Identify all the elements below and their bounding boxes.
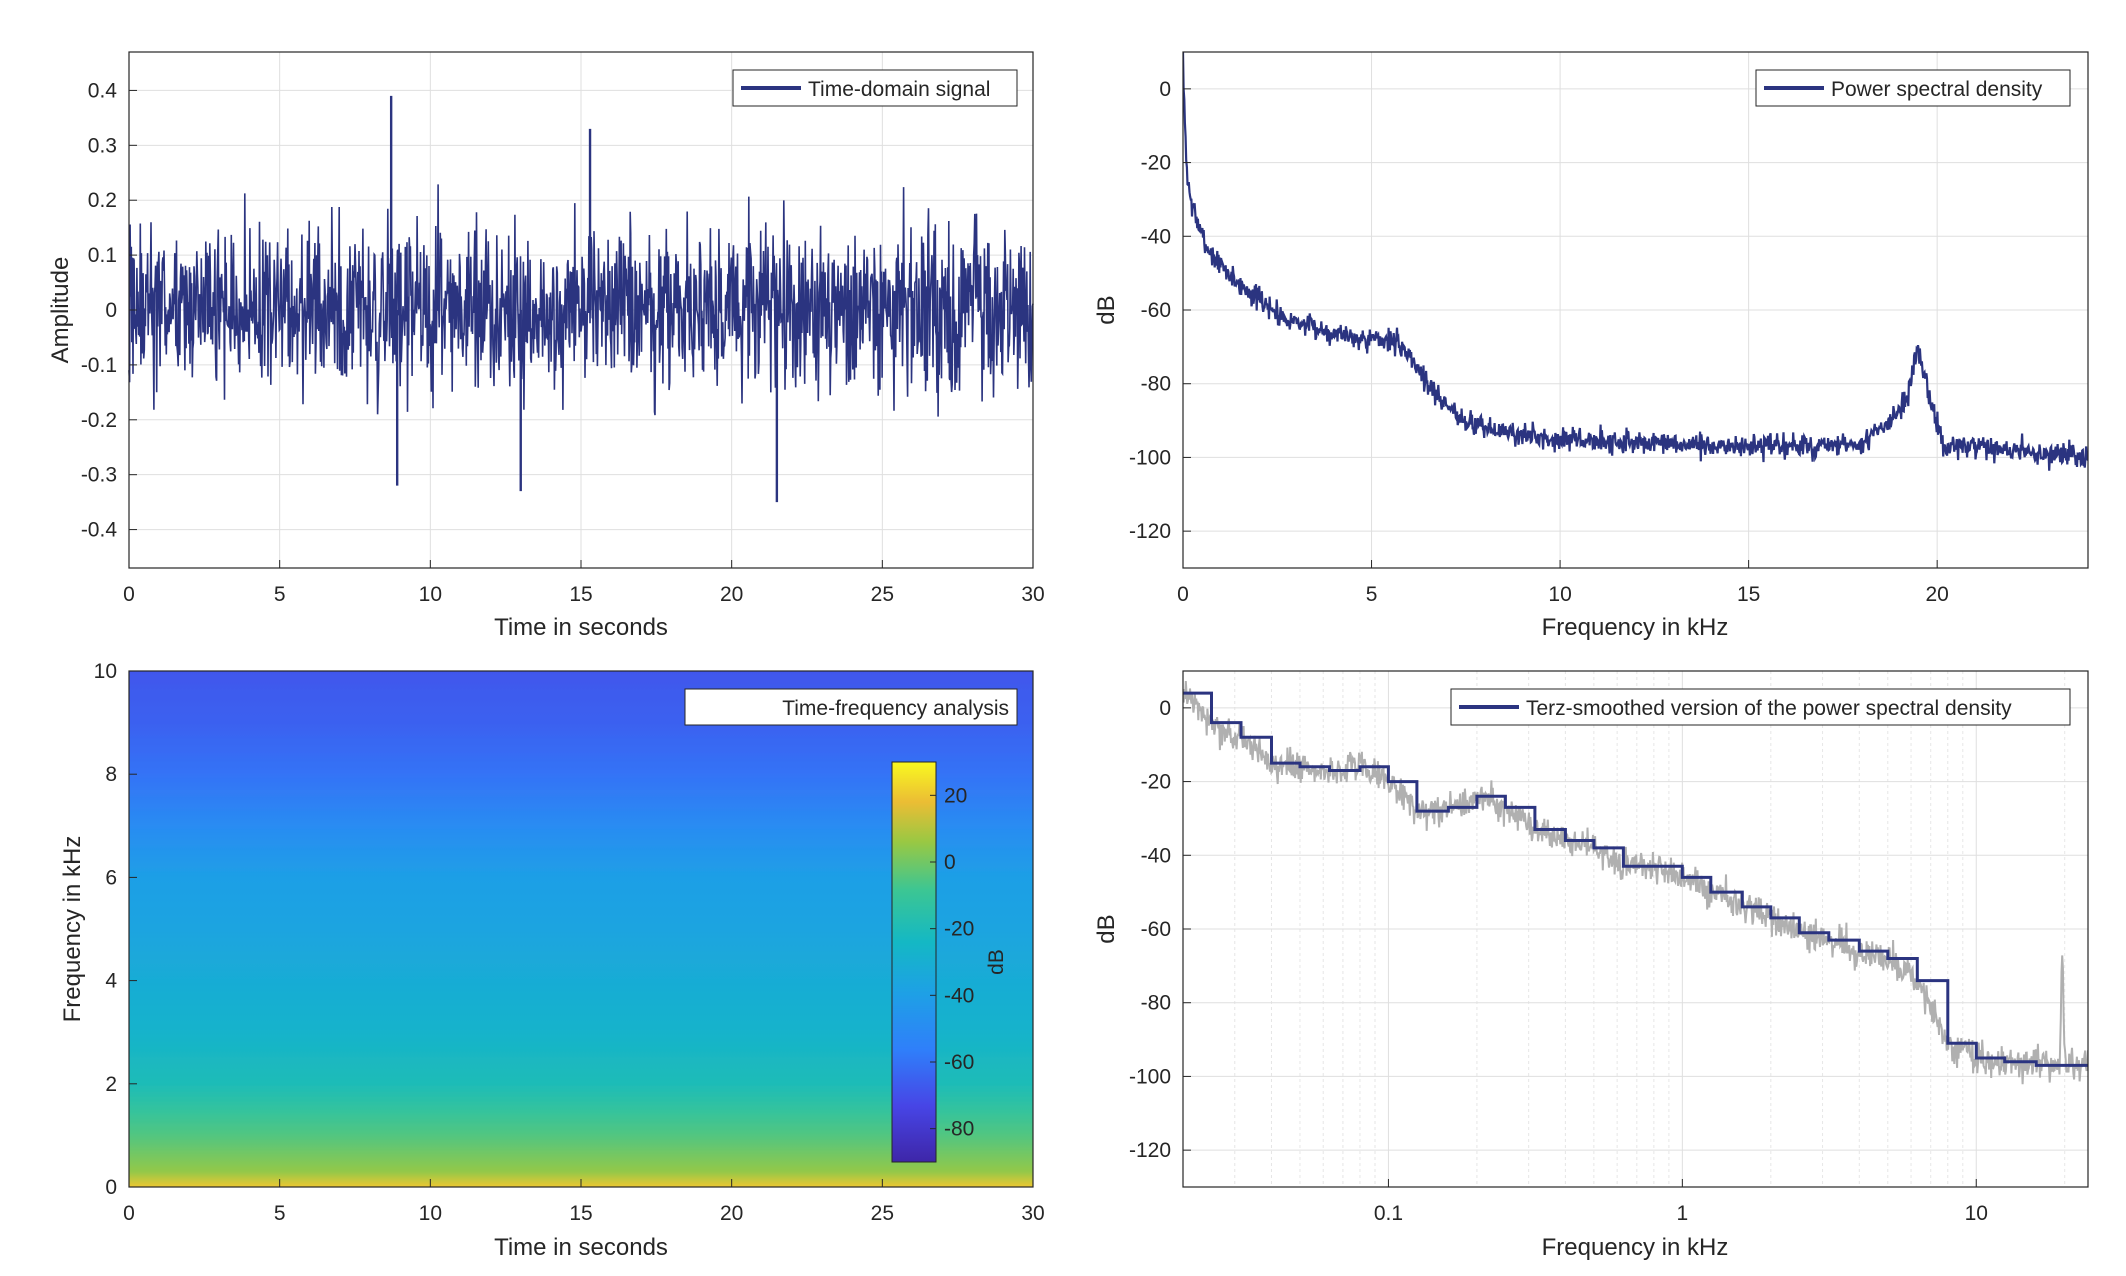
x-tick-label: 10 <box>419 1202 442 1225</box>
y-tick-label: -40 <box>1141 225 1171 248</box>
y-tick-label: 0.2 <box>88 189 117 212</box>
colorbar-tick-label: -40 <box>944 984 974 1007</box>
x-tick-label: 5 <box>274 1202 286 1225</box>
y-tick-label: -60 <box>1141 299 1171 322</box>
x-tick-label: 0.1 <box>1374 1202 1403 1225</box>
y-tick-label: -80 <box>1141 373 1171 396</box>
x-tick-label: 15 <box>1737 583 1760 606</box>
x-tick-label: 0 <box>123 583 135 606</box>
y-axis-label: dB <box>1093 295 1120 324</box>
colorbar-tick-label: -80 <box>944 1118 974 1141</box>
y-tick-label: 0.3 <box>88 134 117 157</box>
raw-psd-line <box>1183 680 2088 1085</box>
spectrogram-image <box>129 671 1033 1187</box>
x-tick-label: 0 <box>123 1202 135 1225</box>
y-tick-label: 6 <box>105 866 117 889</box>
y-tick-label: -20 <box>1141 771 1171 794</box>
signal-trace <box>128 95 1034 503</box>
y-tick-label: -40 <box>1141 844 1171 867</box>
psd-line <box>1183 52 2088 471</box>
x-tick-label: 1 <box>1676 1202 1688 1225</box>
x-tick-label: 30 <box>1021 1202 1044 1225</box>
x-axis-label: Frequency in kHz <box>1542 1234 1729 1261</box>
colorbar-label: dB <box>985 949 1008 975</box>
title-box: Time-frequency analysis <box>684 688 1018 726</box>
terz-smoothed-line <box>1183 691 2088 1067</box>
x-tick-label: 5 <box>1366 583 1378 606</box>
psd-trace <box>1183 52 2088 471</box>
colorbar-scale <box>891 761 937 1163</box>
y-tick-label: 4 <box>105 970 117 993</box>
y-tick-label: -60 <box>1141 918 1171 941</box>
y-tick-label: 0.1 <box>88 244 117 267</box>
legend-label: Terz-smoothed version of the power spect… <box>1526 697 2012 720</box>
colorbar-tick-label: -60 <box>944 1051 974 1074</box>
x-tick-label: 25 <box>871 1202 894 1225</box>
x-axis-label: Frequency in kHz <box>1542 614 1729 641</box>
x-tick-label: 5 <box>274 583 286 606</box>
x-tick-label: 20 <box>1925 583 1948 606</box>
y-tick-label: -120 <box>1129 1139 1171 1162</box>
y-axis-label: Amplitude <box>47 257 74 364</box>
y-tick-label: 0 <box>1159 78 1171 101</box>
y-tick-label: 10 <box>94 660 117 683</box>
x-tick-label: 0 <box>1177 583 1189 606</box>
legend: Terz-smoothed version of the power spect… <box>1450 688 2071 726</box>
x-tick-label: 25 <box>871 583 894 606</box>
time-domain-chart: 0 5 10 15 20 25 30 0.4 0.3 0.2 0.1 0 -0.1 -0.2 -0.3 -0.… <box>47 51 1045 641</box>
y-tick-label: 2 <box>105 1073 117 1096</box>
legend: Power spectral density <box>1755 69 2071 107</box>
grid-lines <box>128 52 1034 568</box>
y-tick-label: -80 <box>1141 992 1171 1015</box>
y-tick-label: 0 <box>105 299 117 322</box>
x-axis-label: Time in seconds <box>494 1234 668 1261</box>
y-tick-label: 0 <box>1159 697 1171 720</box>
signal-line <box>128 184 1034 417</box>
y-tick-label: -20 <box>1141 152 1171 175</box>
legend: Time-domain signal <box>732 69 1018 107</box>
colorbar-tick-label: -20 <box>944 918 974 941</box>
chart-title: Time-frequency analysis <box>782 697 1009 720</box>
legend-label: Time-domain signal <box>808 78 990 101</box>
y-tick-label: 0.4 <box>88 79 118 102</box>
y-tick-label: -0.1 <box>81 354 117 377</box>
x-tick-label: 30 <box>1021 583 1044 606</box>
y-tick-label: -0.3 <box>81 464 117 487</box>
x-tick-label: 10 <box>1548 583 1571 606</box>
colorbar-tick-label: 20 <box>944 784 967 807</box>
x-tick-label: 15 <box>569 1202 592 1225</box>
legend-label: Power spectral density <box>1831 78 2043 101</box>
terz-traces <box>1183 680 2088 1085</box>
colorbar-tick-label: 0 <box>944 851 956 874</box>
terz-psd-chart: 0.1 1 10 0 -20 -40 -60 -80 -100 -120 Frequency in… <box>1093 670 2089 1261</box>
x-tick-label: 10 <box>419 583 442 606</box>
y-tick-label: 8 <box>105 763 117 786</box>
y-tick-label: -0.4 <box>81 519 118 542</box>
x-axis-label: Time in seconds <box>494 614 668 641</box>
y-tick-label: -0.2 <box>81 409 117 432</box>
y-tick-label: 0 <box>105 1176 117 1199</box>
x-tick-label: 15 <box>569 583 592 606</box>
x-tick-label: 20 <box>720 1202 743 1225</box>
y-tick-label: -100 <box>1129 446 1171 469</box>
y-axis-label: dB <box>1093 914 1120 943</box>
x-tick-label: 20 <box>720 583 743 606</box>
y-axis-label: Frequency in kHz <box>59 836 86 1023</box>
y-tick-label: -120 <box>1129 520 1171 543</box>
colorbar: 20 0 -20 -40 -60 -80 dB <box>891 761 1008 1163</box>
x-tick-label: 10 <box>1965 1202 1988 1225</box>
y-tick-label: -100 <box>1129 1065 1171 1088</box>
psd-chart: 0 5 10 15 20 0 -20 -40 -60 -80 -100 -120 Frequency … <box>1093 51 2089 641</box>
